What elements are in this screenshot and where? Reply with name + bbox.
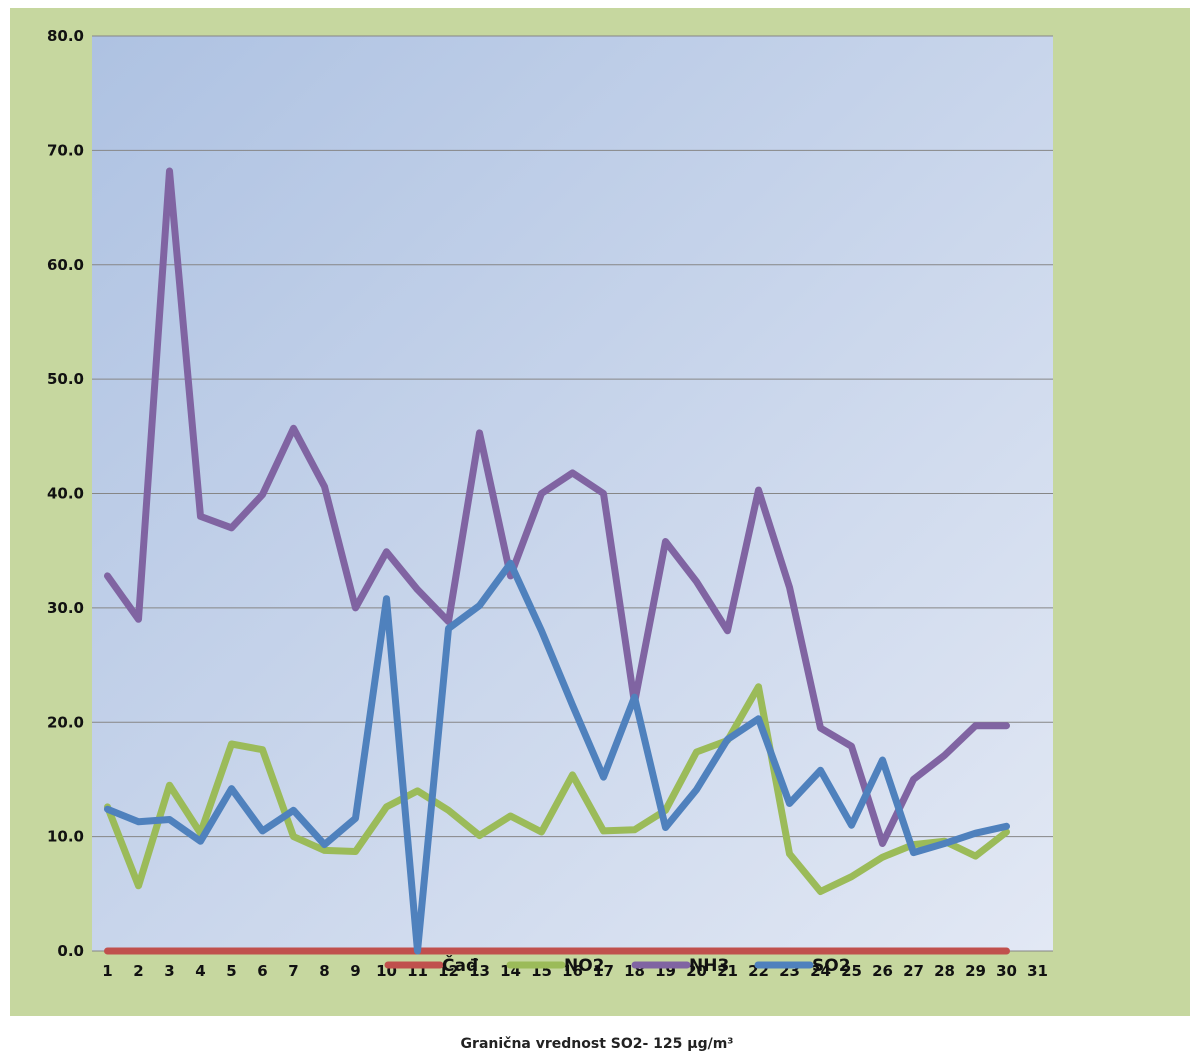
x-tick-label: 5 <box>226 962 236 980</box>
series-line-so2 <box>104 559 1010 955</box>
chart-footer-caption: Granična vrednost SO2- 125 µg/m³ <box>460 1036 734 1052</box>
x-tick-label: 12 <box>438 962 459 980</box>
legend-label: NH3 <box>689 956 729 976</box>
x-tick-label: 8 <box>319 962 329 980</box>
legend-item: Čađ <box>384 954 479 976</box>
y-tick-label: 10.0 <box>47 828 84 846</box>
y-tick-label: 60.0 <box>47 256 84 274</box>
x-tick-label: 3 <box>164 962 174 980</box>
series-line-nh3 <box>104 167 1010 847</box>
x-tick-label: 20 <box>686 962 707 980</box>
x-tick-label: 26 <box>872 962 893 980</box>
legend-item: NO2 <box>506 956 605 976</box>
x-tick-label: 24 <box>810 962 831 980</box>
x-tick-label: 16 <box>562 962 583 980</box>
x-tick-label: 13 <box>469 962 490 980</box>
x-tick-label: 31 <box>1027 962 1048 980</box>
series-line-no2 <box>104 683 1010 895</box>
y-tick-label: 70.0 <box>47 141 84 159</box>
legend-label: NO2 <box>564 956 605 976</box>
x-tick-label: 27 <box>903 962 924 980</box>
x-tick-label: 4 <box>195 962 205 980</box>
y-tick-label: 0.0 <box>57 942 84 960</box>
legend-item: SO2 <box>754 956 851 976</box>
x-tick-label: 1 <box>102 962 112 980</box>
x-tick-label: 2 <box>133 962 143 980</box>
x-tick-label: 25 <box>841 962 862 980</box>
x-tick-label: 9 <box>350 962 360 980</box>
x-tick-label: 6 <box>257 962 267 980</box>
y-tick-label: 30.0 <box>47 599 84 617</box>
y-tick-label: 40.0 <box>47 485 84 503</box>
x-tick-label: 28 <box>934 962 955 980</box>
y-tick-label: 50.0 <box>47 370 84 388</box>
y-tick-label: 80.0 <box>47 27 84 45</box>
x-tick-label: 17 <box>593 962 614 980</box>
legend-item: NH3 <box>631 956 729 976</box>
x-tick-label: 7 <box>288 962 298 980</box>
x-tick-label: 29 <box>965 962 986 980</box>
legend-label: Čađ <box>442 954 479 976</box>
legend-label: SO2 <box>812 956 851 976</box>
y-tick-label: 20.0 <box>47 713 84 731</box>
x-tick-label: 30 <box>996 962 1017 980</box>
x-tick-label: 21 <box>717 962 738 980</box>
